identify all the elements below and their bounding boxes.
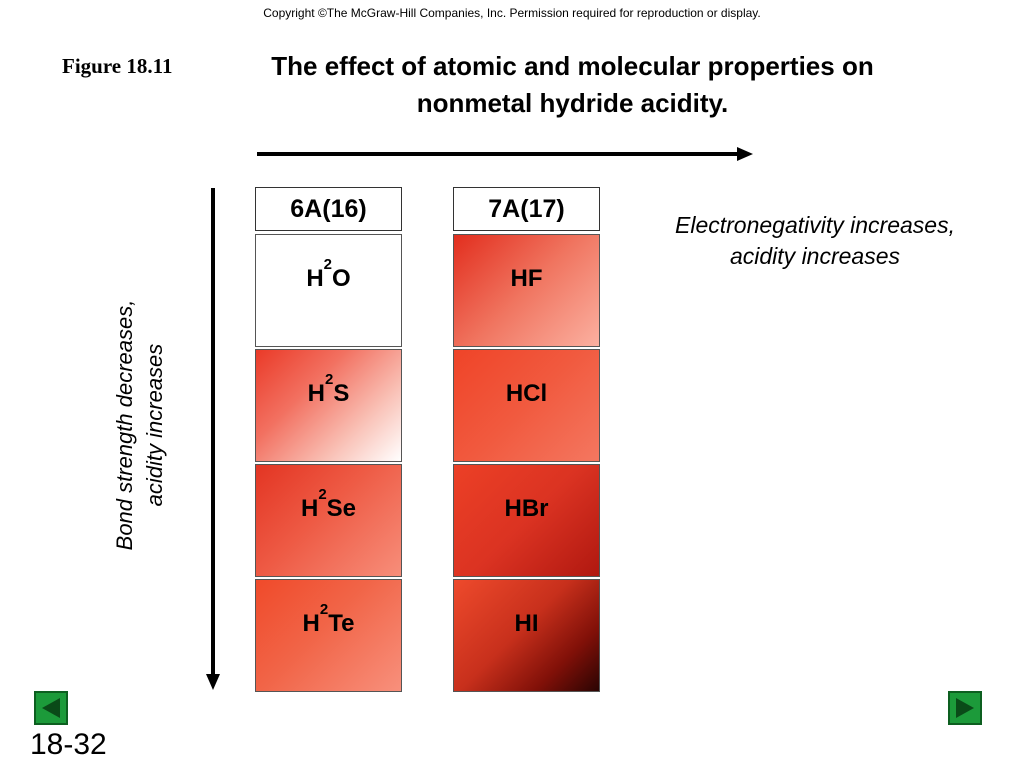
formula-subscript: 2 [318,486,327,503]
formula-part: Te [328,610,355,637]
hydride-h2te-cell: H 2 Te [255,579,402,692]
formula-subscript: 2 [319,601,329,618]
previous-slide-button[interactable] [34,691,68,725]
group-6a-header: 6A(16) [255,187,402,231]
group-7a-header: 7A(17) [453,187,600,231]
formula-label: HI [514,610,539,637]
formula-part: H [307,380,325,407]
formula-label: HBr [504,495,549,522]
bond-strength-arrow [206,188,220,690]
bond-strength-label-line-2: acidity increases [142,343,167,507]
triangle-left-icon [42,698,60,718]
triangle-right-icon [956,698,974,718]
formula-label: HF [510,265,543,292]
copyright-notice: Copyright ©The McGraw-Hill Companies, In… [263,6,761,20]
group-7a-column: 7A(17) HF HCl HBr HI [453,187,600,694]
electronegativity-label-line-2: acidity increases [729,243,901,269]
slide-number: 18-32 [30,728,107,761]
formula-part: H [306,265,324,292]
hydride-hcl-cell: HCl [453,349,600,462]
electronegativity-label-line-1: Electronegativity increases, [675,212,955,238]
title-line-2: nonmetal hydride acidity. [416,88,729,118]
formula-part: Se [326,495,357,522]
formula-part: H [302,610,320,637]
formula-label: HCl [505,380,548,407]
formula-part: O [332,265,351,292]
hydride-hbr-cell: HBr [453,464,600,577]
bond-strength-label: Bond strength decreases, acidity increas… [110,265,170,585]
formula-part: S [333,380,350,407]
formula-subscript: 2 [324,371,334,388]
hydride-hi-cell: HI [453,579,600,692]
formula-subscript: 2 [323,256,332,273]
figure-label: Figure 18.11 [62,54,173,78]
next-slide-button[interactable] [948,691,982,725]
electronegativity-arrow [257,147,753,161]
formula-part: H [300,495,319,522]
bond-strength-label-line-1: Bond strength decreases, [112,299,137,551]
slide-title: The effect of atomic and molecular prope… [225,48,920,122]
hydride-h2se-cell: H 2 Se [255,464,402,577]
title-line-1: The effect of atomic and molecular prope… [271,51,874,81]
electronegativity-label: Electronegativity increases, acidity inc… [640,210,990,272]
hydride-hf-cell: HF [453,234,600,347]
